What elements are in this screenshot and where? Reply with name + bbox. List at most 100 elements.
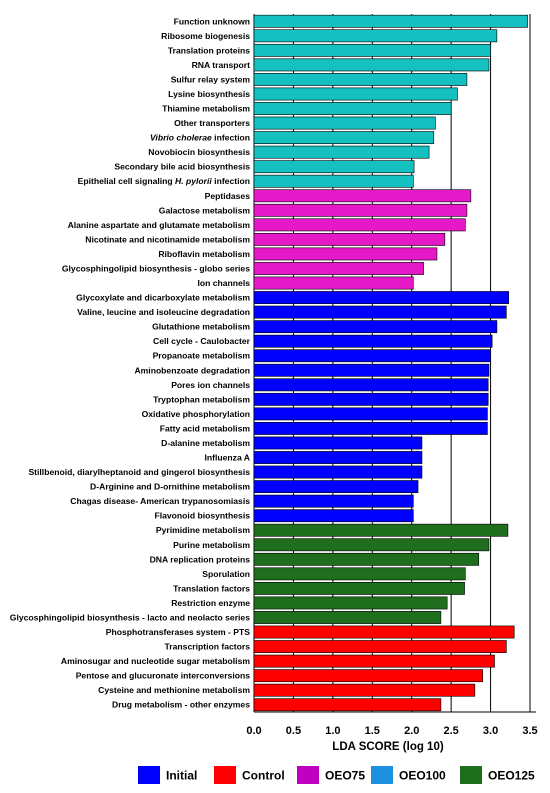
bar-g3-3 [253, 567, 466, 581]
bar-g3-0 [253, 523, 509, 537]
category-label-part: Lysine biosynthesis [168, 89, 250, 99]
category-label-part: Translation factors [173, 583, 250, 593]
category-label-g0-3: RNA transport [192, 60, 251, 70]
bar-g0-1 [253, 29, 498, 43]
category-label-part: Influenza A [204, 453, 250, 463]
category-label-g3-3: Sporulation [202, 569, 250, 579]
bar-g4-5 [253, 698, 442, 712]
bar-g4-0 [253, 625, 515, 639]
category-label-g2-10: D-alanine metabolism [161, 438, 250, 448]
category-label-g1-2: Alanine aspartate and glutamate metaboli… [68, 220, 251, 230]
bar-g2-6 [253, 378, 489, 392]
category-label-g2-7: Tryptophan metabolism [153, 394, 250, 404]
bar-g2-14 [253, 494, 414, 508]
legend-swatch-1 [214, 766, 236, 784]
category-label-part: Propanoate metabolism [153, 351, 251, 361]
category-label-part: Stillbenoid, diarylheptanoid and gingero… [28, 467, 250, 477]
category-label-g2-15: Flavonoid biosynthesis [154, 511, 250, 521]
category-label-part: Restriction enzyme [171, 598, 250, 608]
category-label-g2-6: Pores ion channels [171, 380, 250, 390]
category-label-part: Secondary bile acid biosynthesis [114, 162, 250, 172]
category-label-part: D-Arginine and D-ornithine metabolism [90, 482, 250, 492]
category-label-part: Alanine aspartate and glutamate metaboli… [68, 220, 251, 230]
category-label-part: Purine metabolism [173, 540, 250, 550]
category-label-part: Cysteine and methionine metabolism [98, 685, 250, 695]
bar-g1-3 [253, 232, 446, 246]
category-label-part: Ribosome biogenesis [161, 31, 250, 41]
category-label-part: Thiamine metabolism [162, 104, 250, 114]
bar-g2-15 [253, 509, 414, 523]
category-label-part: H. pylorii [175, 176, 212, 186]
bar-g0-5 [253, 87, 458, 101]
category-label-g2-5: Aminobenzoate degradation [134, 365, 250, 375]
category-label-g2-8: Oxidative phosphorylation [142, 409, 250, 419]
bar-g4-3 [253, 669, 483, 683]
bar-g3-5 [253, 596, 448, 610]
category-label-part: Other transporters [174, 118, 250, 128]
category-label-part: Aminobenzoate degradation [134, 365, 250, 375]
category-label-part: Flavonoid biosynthesis [154, 511, 250, 521]
x-tick-label-5: 2.5 [443, 725, 458, 737]
x-tick-label-1: 0.5 [286, 725, 301, 737]
category-label-g4-5: Drug metabolism - other enzymes [112, 700, 250, 710]
category-label-g4-2: Aminosugar and nucleotide sugar metaboli… [61, 656, 250, 666]
category-label-g3-1: Purine metabolism [173, 540, 250, 550]
legend-label-0: Initial [166, 769, 197, 783]
legend-label-1: Control [242, 769, 285, 783]
bar-g0-6 [253, 102, 452, 115]
category-label-part: Riboflavin metabolism [158, 249, 250, 259]
category-label-part: Galactose metabolism [159, 205, 251, 215]
x-axis-title: LDA SCORE (log 10) [332, 741, 444, 753]
legend: Initial Control OEO75 OEO100 OEO125 [138, 766, 535, 784]
bar-g3-1 [253, 538, 490, 552]
bar-g2-12 [253, 465, 423, 479]
category-label-part: infection [212, 133, 250, 143]
category-label-g1-3: Nicotinate and nicotinamide metabolism [85, 234, 250, 244]
legend-label-2: OEO75 [325, 769, 365, 783]
category-label-part: Peptidases [205, 191, 251, 201]
bar-g2-0 [253, 291, 510, 304]
category-label-g4-4: Cysteine and methionine metabolism [98, 685, 250, 695]
category-label-g3-5: Restriction enzyme [171, 598, 250, 608]
legend-swatch-0 [138, 766, 160, 784]
legend-swatch-2 [297, 766, 319, 784]
bar-g2-2 [253, 320, 498, 334]
category-label-g0-6: Thiamine metabolism [162, 104, 250, 114]
category-label-g1-1: Galactose metabolism [159, 205, 251, 215]
category-label-g1-6: Ion channels [197, 278, 250, 288]
x-tick-label-4: 2.0 [404, 725, 419, 737]
category-label-g0-0: Function unknown [174, 16, 250, 26]
bar-g2-13 [253, 480, 419, 494]
bar-g2-8 [253, 407, 488, 421]
category-label-g0-1: Ribosome biogenesis [161, 31, 250, 41]
category-label-part: Novobiocin biosynthesis [148, 147, 250, 157]
category-label-part: Tryptophan metabolism [153, 394, 250, 404]
category-label-part: D-alanine metabolism [161, 438, 250, 448]
bar-g4-1 [253, 640, 507, 653]
category-label-part: Valine, leucine and isoleucine degradati… [77, 307, 250, 317]
category-label-g2-12: Stillbenoid, diarylheptanoid and gingero… [28, 467, 250, 477]
category-label-g0-7: Other transporters [174, 118, 250, 128]
bar-g0-4 [253, 73, 468, 86]
category-label-g0-2: Translation proteins [168, 45, 250, 55]
category-label-g3-2: DNA replication proteins [150, 554, 251, 564]
category-label-part: Drug metabolism - other enzymes [112, 700, 250, 710]
category-label-part: infection [212, 176, 250, 186]
category-label-part: Oxidative phosphorylation [142, 409, 250, 419]
category-labels: Function unknown Ribosome biogenesis Trans… [10, 16, 251, 709]
bar-g0-11 [253, 174, 414, 188]
category-label-g2-3: Cell cycle - Caulobacter [153, 336, 251, 346]
category-label-part: Glycoxylate and dicarboxylate metabolism [76, 293, 250, 303]
bar-g1-6 [253, 276, 414, 290]
bar-g4-4 [253, 683, 476, 697]
x-tick-label-2: 1.0 [325, 725, 340, 737]
gridlines [253, 14, 531, 712]
legend-label-3: OEO100 [399, 769, 446, 783]
category-label-part: RNA transport [192, 60, 251, 70]
category-label-part: Epithelial cell signaling [78, 176, 175, 186]
category-label-part: Pores ion channels [171, 380, 250, 390]
category-label-g2-1: Valine, leucine and isoleucine degradati… [77, 307, 250, 317]
bar-g0-7 [253, 116, 436, 130]
category-label-g1-5: Glycosphingolipid biosynthesis - globo s… [62, 263, 250, 273]
